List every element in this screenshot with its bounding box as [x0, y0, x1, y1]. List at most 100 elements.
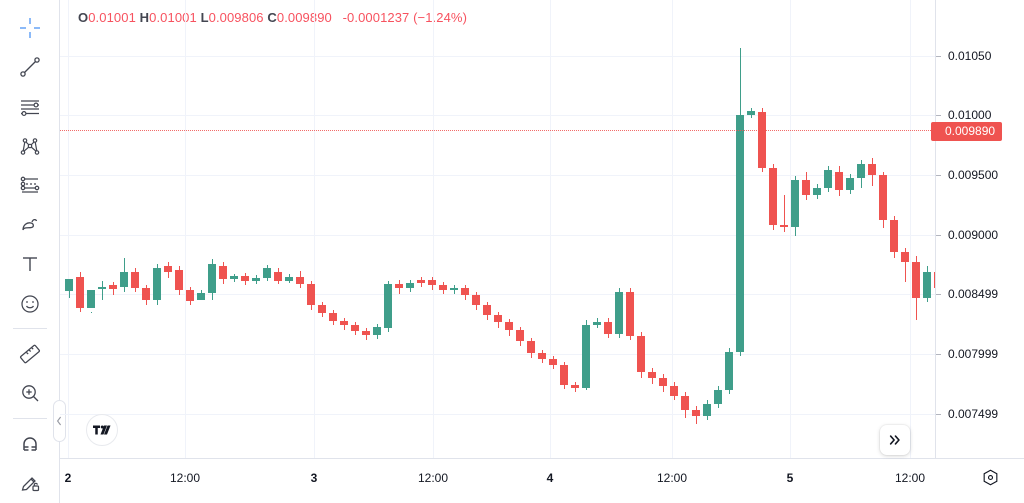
- candle-body: [736, 115, 744, 352]
- price-tick-mark: [936, 235, 941, 236]
- candle-body: [428, 280, 436, 285]
- candle-body: [186, 290, 194, 301]
- candle-body: [131, 272, 139, 288]
- candle-body: [868, 164, 876, 175]
- close-value: 0.009890: [276, 10, 332, 25]
- candle-body: [901, 252, 909, 262]
- chart-settings-icon[interactable]: [982, 469, 999, 491]
- gridline-vertical: [433, 0, 434, 458]
- candle-body: [516, 330, 524, 341]
- candle-body: [692, 410, 700, 416]
- pattern-icon[interactable]: [8, 126, 52, 165]
- candle-body: [318, 305, 326, 313]
- candle-body: [142, 288, 150, 300]
- zoom-in-icon[interactable]: [8, 374, 52, 413]
- candle-body: [758, 112, 766, 168]
- candle-body: [87, 290, 95, 308]
- scroll-to-realtime-button[interactable]: [880, 425, 910, 455]
- horizontal-lines-icon[interactable]: [8, 87, 52, 126]
- candle-body: [373, 327, 381, 335]
- drawing-toolbar: [0, 0, 60, 503]
- gridline-vertical: [910, 0, 911, 458]
- text-icon[interactable]: [8, 245, 52, 284]
- candle-body: [208, 264, 216, 293]
- gridline-horizontal: [60, 175, 935, 176]
- candle-body: [285, 277, 293, 281]
- time-tick-label: 4: [546, 471, 554, 485]
- candle-body: [197, 293, 205, 300]
- candle-body: [241, 276, 249, 281]
- time-axis[interactable]: 2 12:00 3 12:00 4 12:00 5 12:00: [60, 458, 1024, 503]
- candle-body: [483, 305, 491, 315]
- price-tick-label: 0.009000: [948, 228, 999, 242]
- price-tick-mark: [936, 414, 941, 415]
- toolbar-divider: [12, 328, 47, 330]
- open-label: O: [78, 10, 89, 25]
- candle-body: [274, 272, 282, 281]
- candle-body: [362, 331, 370, 335]
- low-value: 0.009806: [208, 10, 264, 25]
- toolbar-divider-2: [12, 418, 47, 420]
- time-tick-label: 12:00: [417, 471, 449, 485]
- candle-body: [703, 404, 711, 416]
- candle-body: [769, 168, 777, 225]
- candle-body: [648, 372, 656, 378]
- high-label: H: [139, 10, 150, 25]
- candle-body: [76, 277, 84, 308]
- candle-body: [791, 180, 799, 227]
- candle-wick: [905, 248, 906, 282]
- candle-body: [725, 352, 733, 390]
- candle-body: [164, 266, 172, 272]
- candle-body: [593, 322, 601, 325]
- price-axis[interactable]: 0.01050 0.01000 0.009500 0.009000 0.008499 0.…: [931, 0, 1024, 458]
- trend-line-icon[interactable]: [8, 47, 52, 86]
- collapse-toolbar-handle[interactable]: [53, 400, 66, 442]
- gridline-horizontal: [60, 354, 935, 355]
- candle-body: [417, 280, 425, 283]
- candle-body: [846, 178, 854, 190]
- chart-pane[interactable]: O0.01001 H0.01001 L0.009806 C0.009890 -0…: [53, 0, 1024, 503]
- tradingview-logo[interactable]: [86, 414, 118, 446]
- brush-icon[interactable]: [8, 205, 52, 244]
- candle-body: [65, 279, 73, 291]
- candle-body: [879, 175, 887, 220]
- ruler-icon[interactable]: [8, 334, 52, 373]
- candle-body: [615, 292, 623, 334]
- candle-wick: [784, 195, 785, 232]
- candle-body: [912, 262, 920, 298]
- candle-body: [461, 288, 469, 295]
- time-tick-label: 2: [64, 471, 72, 485]
- current-price-badge: 0.009890: [931, 122, 1003, 141]
- crosshair-icon[interactable]: [8, 8, 52, 47]
- candle-wick: [102, 281, 103, 300]
- gridline-horizontal: [60, 414, 935, 415]
- candle-body: [813, 188, 821, 195]
- gridline-horizontal: [60, 115, 935, 116]
- candle-body: [219, 266, 227, 279]
- candlestick-plot[interactable]: [60, 0, 935, 458]
- candle-body: [571, 385, 579, 388]
- candle-body: [384, 284, 392, 328]
- candle-body: [560, 365, 568, 385]
- gridline-vertical: [550, 0, 551, 458]
- candle-body: [824, 170, 832, 188]
- candle-body: [296, 277, 304, 284]
- candle-body: [230, 276, 238, 279]
- candle-body: [175, 270, 183, 290]
- gridline-vertical: [790, 0, 791, 458]
- candle-body: [439, 285, 447, 290]
- candle-body: [637, 336, 645, 372]
- change-value: -0.0001237 (−1.24%): [342, 10, 468, 25]
- emoji-icon[interactable]: [8, 284, 52, 323]
- magnet-icon[interactable]: [8, 424, 52, 463]
- candle-body: [670, 386, 678, 396]
- candle-body: [494, 315, 502, 322]
- time-tick-label: 12:00: [656, 471, 688, 485]
- candle-body: [472, 295, 480, 305]
- prediction-icon[interactable]: [8, 166, 52, 205]
- candle-wick: [91, 312, 92, 313]
- ohlc-legend: O0.01001 H0.01001 L0.009806 C0.009890 -0…: [78, 10, 467, 25]
- pencil-lock-icon[interactable]: [8, 464, 52, 503]
- price-tick-mark: [936, 175, 941, 176]
